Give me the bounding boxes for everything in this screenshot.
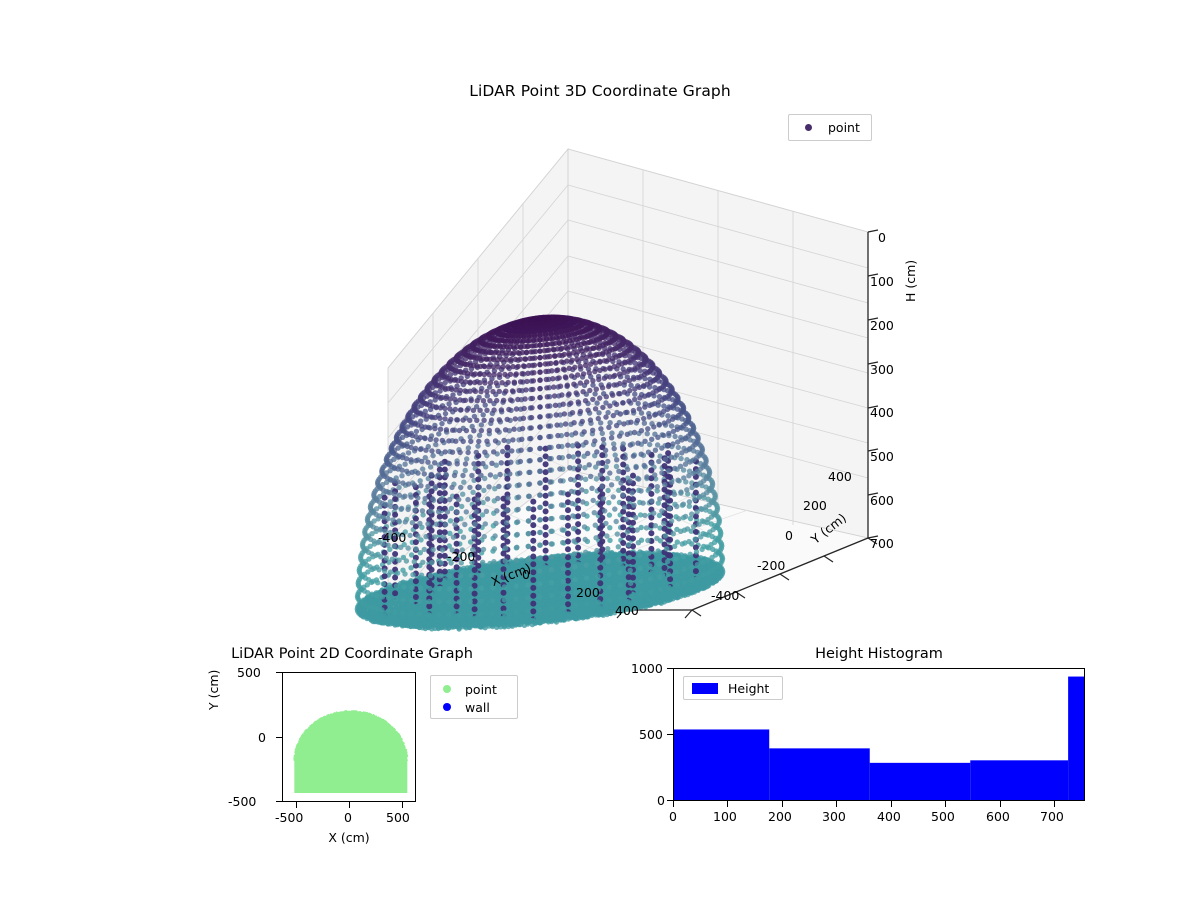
histogram-bar: [970, 760, 1069, 800]
hist-xtick-500: 500: [931, 809, 955, 824]
x-tick-200: 200: [576, 585, 600, 600]
legend-wall-marker-icon: [443, 703, 451, 711]
scatter2d-title: LiDAR Point 2D Coordinate Graph: [231, 646, 473, 662]
z-tick-400: 400: [870, 405, 894, 420]
histogram-bar: [769, 748, 870, 800]
z-tick-700: 700: [870, 536, 894, 551]
legend-wall-label: wall: [465, 699, 490, 715]
legend-row-point: point: [431, 680, 517, 698]
y-tick-200: 200: [803, 498, 827, 513]
z-tick-600: 600: [870, 493, 894, 508]
y-tick-400: 400: [828, 469, 852, 484]
x-tick--400: -400: [378, 530, 407, 545]
hist-ytick-500: 500: [639, 727, 663, 742]
scatter2d-ytick-mark-500: [276, 672, 282, 674]
scatter2d-legend: point wall: [430, 675, 518, 719]
hist-xtick-300: 300: [822, 809, 846, 824]
z-tick-100: 100: [870, 274, 894, 289]
z-tick-200: 200: [870, 318, 894, 333]
hist-xtick-mark-600: [1000, 801, 1002, 807]
x-tick--200: -200: [447, 549, 476, 564]
scatter2d-xtick-mark--500: [296, 802, 298, 808]
scatter3d-title: LiDAR Point 3D Coordinate Graph: [469, 82, 731, 100]
hist-xtick-700: 700: [1040, 809, 1064, 824]
scatter2d-xtick-0: 0: [344, 810, 352, 825]
scatter2d-y-axis-label: Y (cm): [206, 669, 221, 710]
scatter2d-ytick-500: 500: [237, 665, 261, 680]
hist-ytick-mark-1000: [667, 668, 673, 670]
hist-xtick-mark-0: [673, 801, 675, 807]
legend-row-wall: wall: [431, 698, 517, 716]
y-tick--400: -400: [711, 588, 740, 603]
scatter3d-point-cloud: [354, 314, 726, 632]
legend-point-label: point: [828, 120, 860, 135]
scatter2d-x-axis-label: X (cm): [328, 830, 370, 845]
histogram-bar: [869, 762, 971, 800]
scatter2d-xtick--500: -500: [275, 810, 304, 825]
histogram-bar: [1068, 676, 1084, 800]
x-tick-0: 0: [522, 567, 530, 582]
hist-xtick-0: 0: [669, 809, 677, 824]
y-tick--200: -200: [757, 558, 786, 573]
z-tick-300: 300: [870, 362, 894, 377]
scatter2d-ytick-mark-0: [276, 737, 282, 739]
z-tick-0: 0: [878, 230, 886, 245]
legend-height-label: Height: [728, 680, 770, 696]
hist-xtick-mark-700: [1054, 801, 1056, 807]
scatter3d-axes[interactable]: [300, 140, 920, 640]
scatter2d-canvas: [293, 710, 409, 794]
legend-height-swatch-icon: [692, 682, 718, 694]
histogram-bar: [674, 729, 770, 800]
scatter2d-ytick-0: 0: [258, 730, 266, 745]
legend-point-label: point: [465, 681, 497, 697]
scatter2d-xtick-mark-0: [349, 802, 351, 808]
scatter3d-legend: point: [788, 114, 872, 141]
legend-point-marker-icon: [805, 124, 812, 131]
histogram-legend: Height: [683, 676, 783, 700]
hist-xtick-400: 400: [877, 809, 901, 824]
z-axis-label: H (cm): [903, 259, 918, 302]
scatter2d-xtick-500: 500: [386, 810, 410, 825]
hist-xtick-mark-100: [727, 801, 729, 807]
scatter3d-z-ticks: [867, 229, 879, 539]
scatter2d-ytick--500: -500: [228, 794, 257, 809]
scatter3d-canvas: [354, 147, 879, 632]
hist-xtick-mark-300: [836, 801, 838, 807]
y-tick-0: 0: [785, 528, 793, 543]
hist-xtick-100: 100: [713, 809, 737, 824]
hist-ytick-0: 0: [657, 793, 665, 808]
histogram-canvas: [674, 676, 1084, 800]
scatter2d-xtick-mark-500: [402, 802, 404, 808]
hist-ytick-1000: 1000: [631, 661, 663, 676]
hist-xtick-mark-200: [782, 801, 784, 807]
x-tick-400: 400: [615, 603, 639, 618]
z-tick-500: 500: [870, 449, 894, 464]
hist-ytick-mark-500: [667, 734, 673, 736]
histogram-axes[interactable]: [673, 668, 1085, 801]
hist-xtick-200: 200: [768, 809, 792, 824]
scatter2d-ytick-mark--500: [276, 801, 282, 803]
hist-xtick-mark-500: [945, 801, 947, 807]
scatter3d-y-ticks: [691, 537, 878, 617]
hist-xtick-mark-400: [891, 801, 893, 807]
histogram-title: Height Histogram: [815, 646, 943, 662]
scatter2d-axes[interactable]: [282, 672, 416, 802]
hist-xtick-600: 600: [986, 809, 1010, 824]
hist-ytick-mark-0: [667, 800, 673, 802]
legend-point-marker-icon: [443, 685, 451, 693]
